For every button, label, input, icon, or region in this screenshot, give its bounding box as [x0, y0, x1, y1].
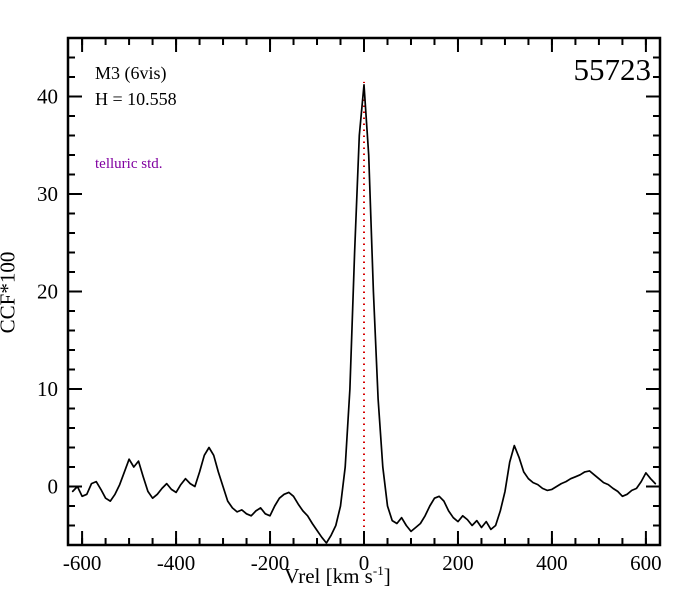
- x-axis-label-suffix: ]: [383, 564, 391, 588]
- x-tick-label: 200: [442, 551, 474, 575]
- y-tick-label: 40: [37, 85, 58, 109]
- x-tick-label: -600: [63, 551, 102, 575]
- x-tick-label: 600: [630, 551, 662, 575]
- tick-labels: -600 -400 -200 0 200 400 600 0 10 20 30 40: [37, 85, 662, 576]
- x-tick-label: -200: [251, 551, 290, 575]
- plot-frame: [66, 36, 662, 547]
- x-tick-label: -400: [157, 551, 196, 575]
- y-tick-label: 30: [37, 182, 58, 206]
- spectral-type-label: M3 (6vis): [95, 63, 167, 83]
- x-axis-label-prefix: Vrel [km s: [284, 564, 373, 588]
- telluric-std-label: telluric std.: [95, 156, 163, 172]
- ccf-curve: [71, 83, 657, 544]
- h-magnitude-label: H = 10.558: [95, 89, 177, 109]
- y-tick-label: 0: [48, 475, 59, 499]
- x-axis-label-exponent: -1: [372, 563, 384, 578]
- x-tick-label: 0: [359, 551, 370, 575]
- x-tick-label: 400: [536, 551, 568, 575]
- y-tick-label: 20: [37, 280, 58, 304]
- star-id-label: 55723: [573, 52, 652, 87]
- x-axis-label: Vrel [km s-1]: [0, 563, 675, 589]
- y-tick-label: 10: [37, 377, 58, 401]
- y-axis-label: CCF*100: [0, 251, 20, 334]
